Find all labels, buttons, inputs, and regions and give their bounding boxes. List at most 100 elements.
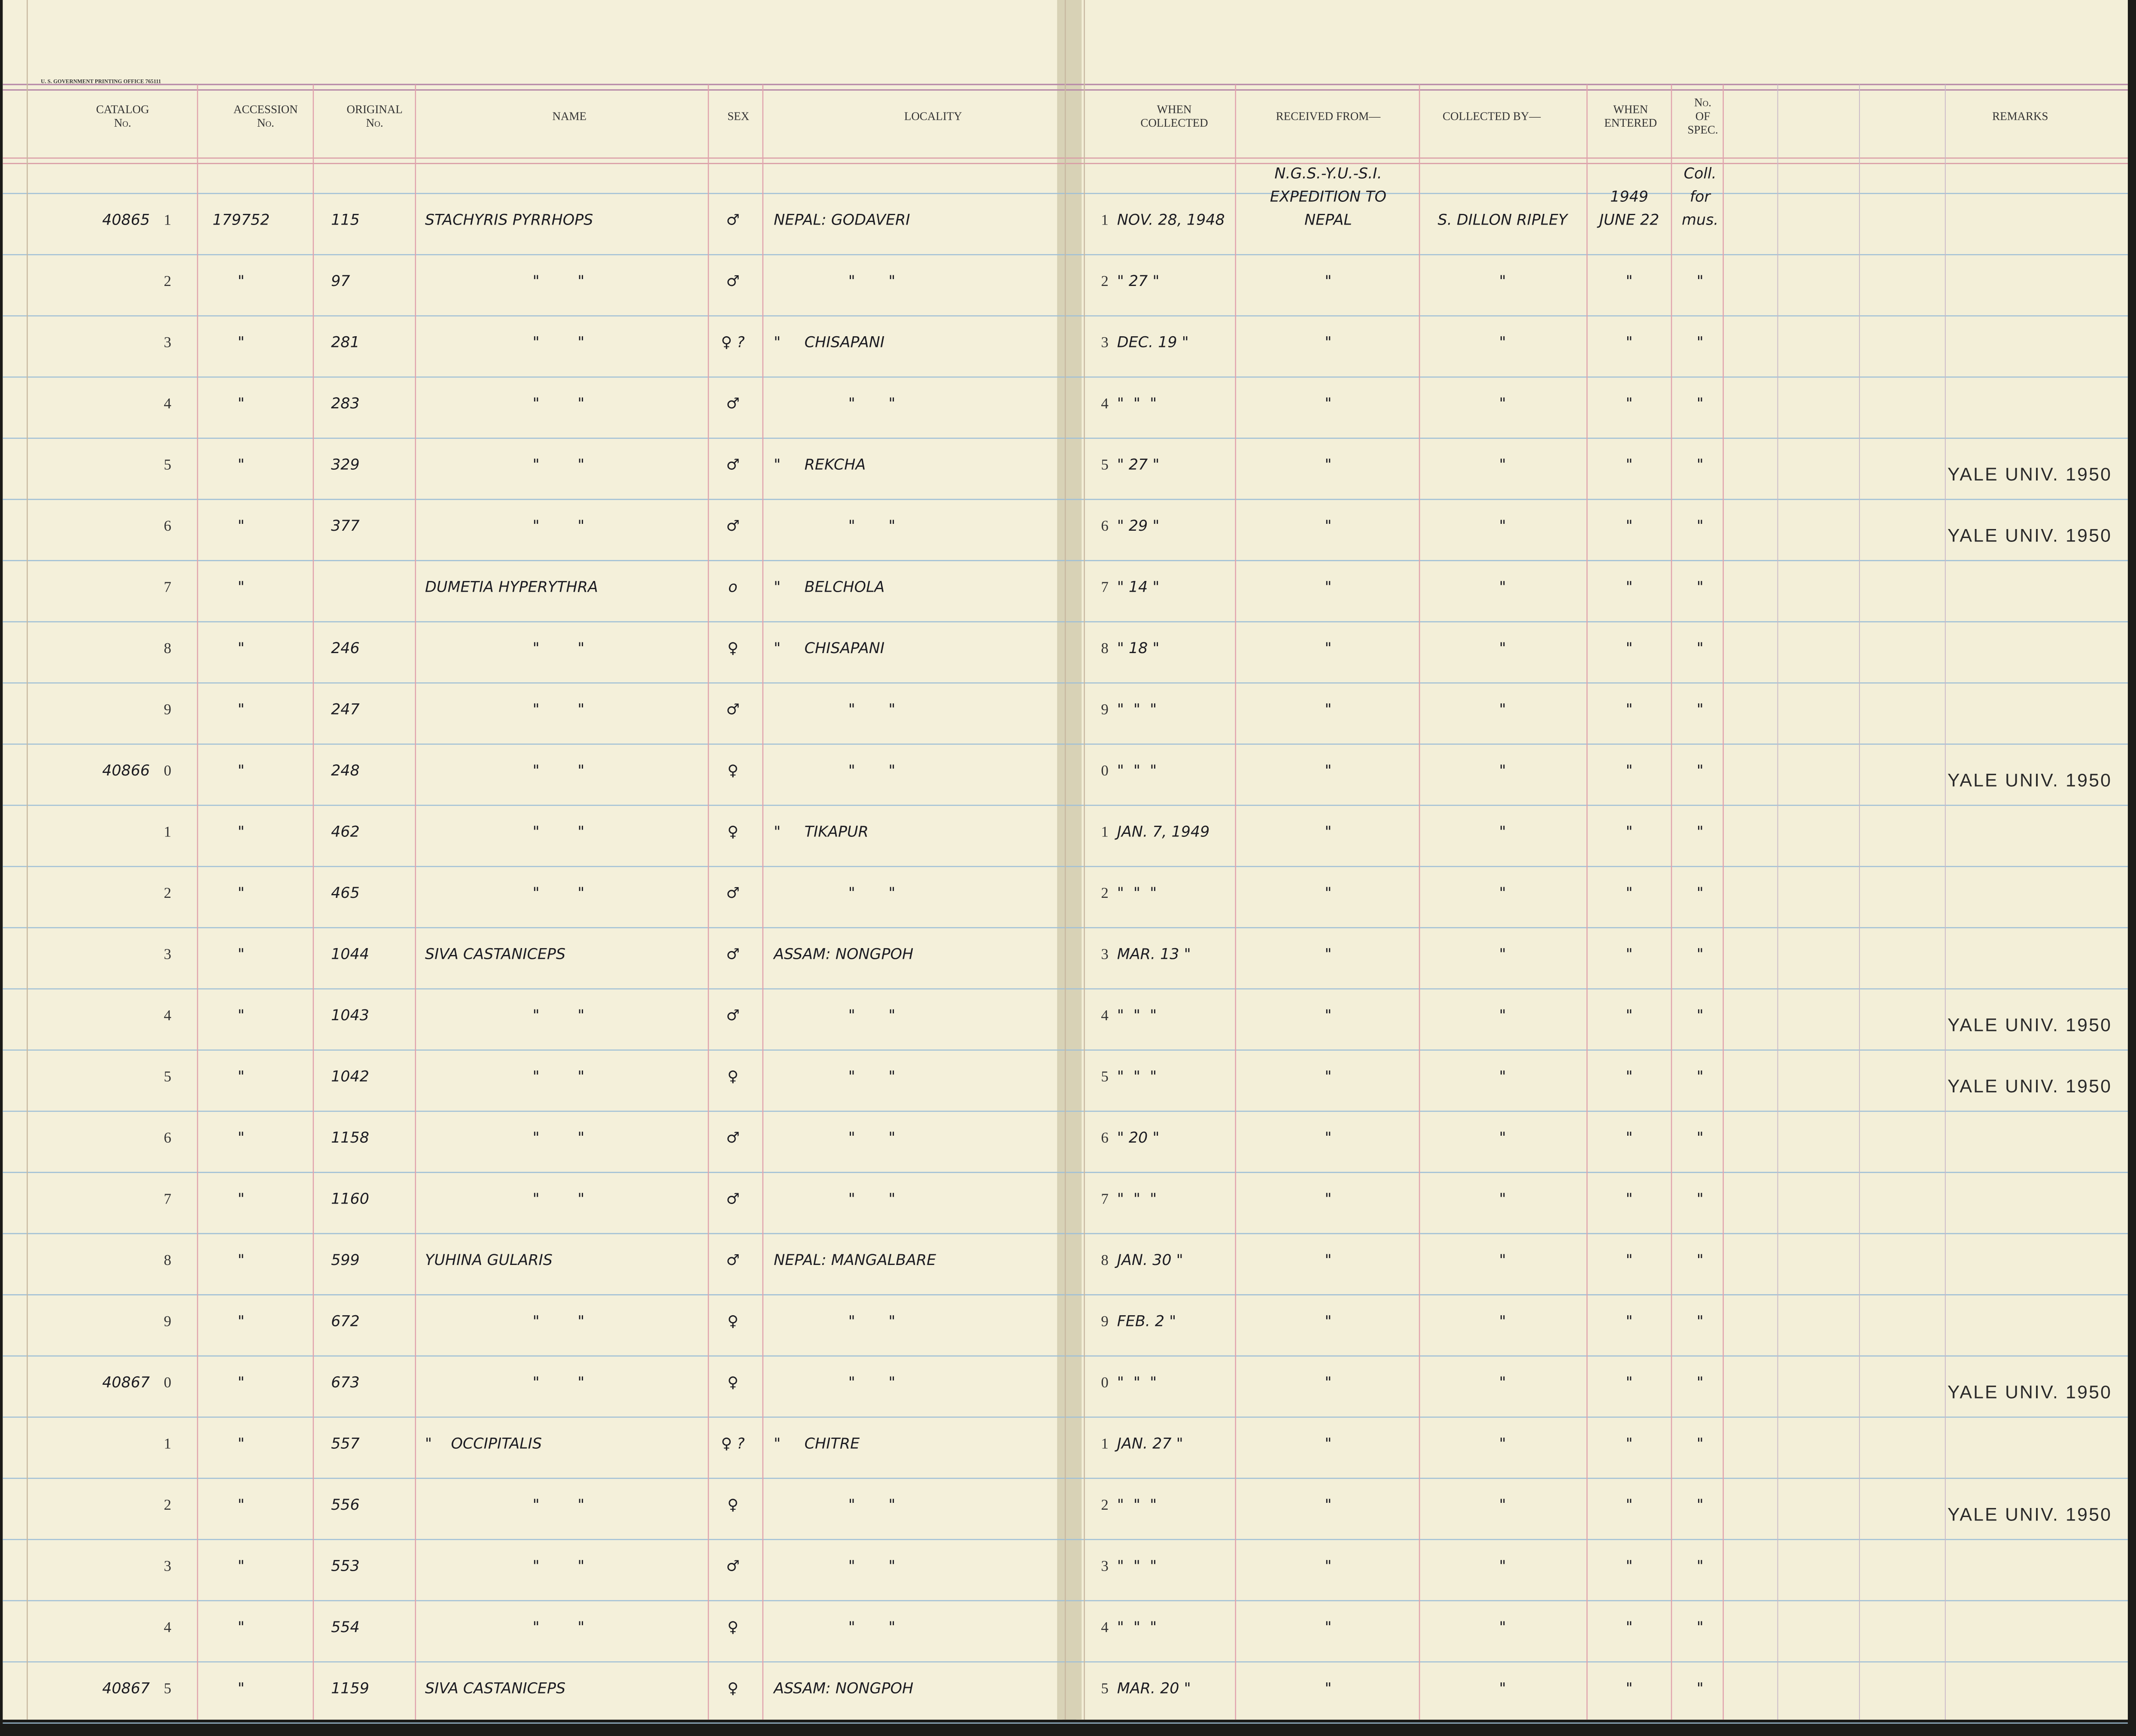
- collected-by: ": [1499, 1007, 1506, 1024]
- locality: " CHISAPANI: [774, 334, 884, 351]
- locality: " ": [848, 1313, 896, 1330]
- received-from: ": [1325, 762, 1331, 779]
- locality: " ": [848, 395, 896, 412]
- received-from: ": [1325, 1068, 1331, 1085]
- digit: 2: [164, 273, 171, 289]
- column-header: ENTERED: [1604, 116, 1657, 129]
- when-entered: ": [1626, 1252, 1633, 1269]
- no-of-spec: ": [1697, 517, 1704, 535]
- no-of-spec: ": [1697, 1007, 1704, 1024]
- no-of-spec: ": [1697, 1190, 1704, 1207]
- when-entered: ": [1626, 885, 1633, 902]
- digit-right: 7: [1101, 579, 1108, 596]
- digit-right: 3: [1101, 1557, 1108, 1574]
- name: " ": [532, 334, 584, 351]
- digit: 1: [164, 212, 171, 228]
- no-of-spec: ": [1697, 456, 1704, 474]
- original: 377: [331, 517, 360, 535]
- digit-right: 3: [1101, 334, 1108, 351]
- collected-by: ": [1499, 1190, 1506, 1207]
- digit-right: 1: [1101, 1435, 1108, 1452]
- sex: ♀: [727, 640, 738, 657]
- digit-right: 9: [1101, 701, 1108, 718]
- digit: 8: [164, 1252, 171, 1268]
- original: 248: [331, 762, 360, 779]
- no-of-spec: ": [1697, 824, 1704, 841]
- when-collected: JAN. 30 ": [1115, 1252, 1183, 1269]
- digit: 2: [164, 1496, 171, 1513]
- digit: 0: [164, 762, 171, 779]
- sex: ♀: [727, 1496, 738, 1514]
- accession: ": [238, 824, 245, 841]
- digit-right: 1: [1101, 212, 1108, 228]
- name: " ": [532, 1619, 584, 1636]
- digit: 9: [164, 701, 171, 718]
- column-header: LOCALITY: [904, 109, 962, 122]
- when-collected: MAR. 20 ": [1117, 1680, 1191, 1697]
- name: " ": [532, 1496, 584, 1514]
- locality: " CHITRE: [774, 1435, 860, 1452]
- right-page: [1076, 0, 2128, 1720]
- original: 462: [331, 824, 360, 841]
- name: SIVA CASTANICEPS: [425, 1680, 565, 1697]
- column-header: WHEN: [1613, 103, 1648, 116]
- digit-right: 4: [1101, 395, 1108, 412]
- digit-right: 6: [1101, 1129, 1108, 1146]
- digit: 3: [164, 334, 171, 351]
- when-entered: ": [1626, 824, 1633, 841]
- left-page: [3, 0, 1063, 1720]
- when-collected: " 20 ": [1117, 1129, 1160, 1146]
- digit-right: 5: [1101, 1068, 1108, 1085]
- collected-by: ": [1499, 640, 1506, 657]
- digit-right: 7: [1101, 1190, 1108, 1207]
- no-of-spec: ": [1697, 946, 1704, 963]
- when-collected: DEC. 19 ": [1117, 334, 1189, 351]
- accession: ": [238, 456, 245, 474]
- locality: " ": [848, 1129, 896, 1146]
- sex: ♀: [727, 1374, 738, 1391]
- digit: 3: [164, 946, 171, 962]
- name: " OCCIPITALIS: [425, 1435, 542, 1452]
- when-entered: ": [1626, 640, 1633, 657]
- gutter: [1057, 0, 1082, 1720]
- sex: ♀: [727, 1068, 738, 1085]
- received-from: ": [1325, 1496, 1331, 1514]
- no-of-spec: ": [1697, 1068, 1704, 1085]
- name: SIVA CASTANICEPS: [425, 946, 565, 963]
- column-header: RECEIVED FROM—: [1276, 109, 1381, 122]
- locality: " ": [848, 1068, 896, 1085]
- digit-right: 4: [1101, 1007, 1108, 1024]
- no-of-spec: ": [1697, 701, 1704, 718]
- digit: 5: [164, 1068, 171, 1085]
- when-collected: " 27 ": [1117, 456, 1160, 474]
- column-header: SPEC.: [1687, 123, 1718, 136]
- name: " ": [532, 762, 584, 779]
- sex: o: [728, 579, 737, 596]
- digit-right: 1: [1101, 824, 1108, 840]
- name: " ": [532, 273, 584, 290]
- accession: ": [238, 946, 245, 963]
- locality: " ": [848, 762, 896, 779]
- digit: 5: [164, 456, 171, 473]
- accession: ": [238, 1007, 245, 1024]
- accession: ": [238, 640, 245, 657]
- no-of-spec: ": [1697, 1252, 1704, 1269]
- digit: 8: [164, 640, 171, 657]
- column-header: ACCESSION: [234, 103, 298, 116]
- accession: ": [238, 517, 245, 535]
- column-header: SEX: [727, 109, 749, 122]
- when-entered: ": [1626, 701, 1633, 718]
- collected-by: ": [1499, 456, 1506, 474]
- accession: ": [238, 1190, 245, 1207]
- collected-by: ": [1499, 1619, 1506, 1636]
- sex: ♀ ?: [721, 1435, 744, 1452]
- name: " ": [532, 1129, 584, 1146]
- sex: ♀: [727, 824, 738, 841]
- name: " ": [532, 1190, 584, 1207]
- no-of-spec: ": [1697, 1313, 1704, 1330]
- original: 1044: [331, 946, 369, 963]
- collected-by: S. DILLON RIPLEY: [1437, 212, 1568, 229]
- original: 281: [331, 334, 360, 351]
- digit-right: 2: [1101, 885, 1108, 901]
- when-entered: ": [1626, 456, 1633, 474]
